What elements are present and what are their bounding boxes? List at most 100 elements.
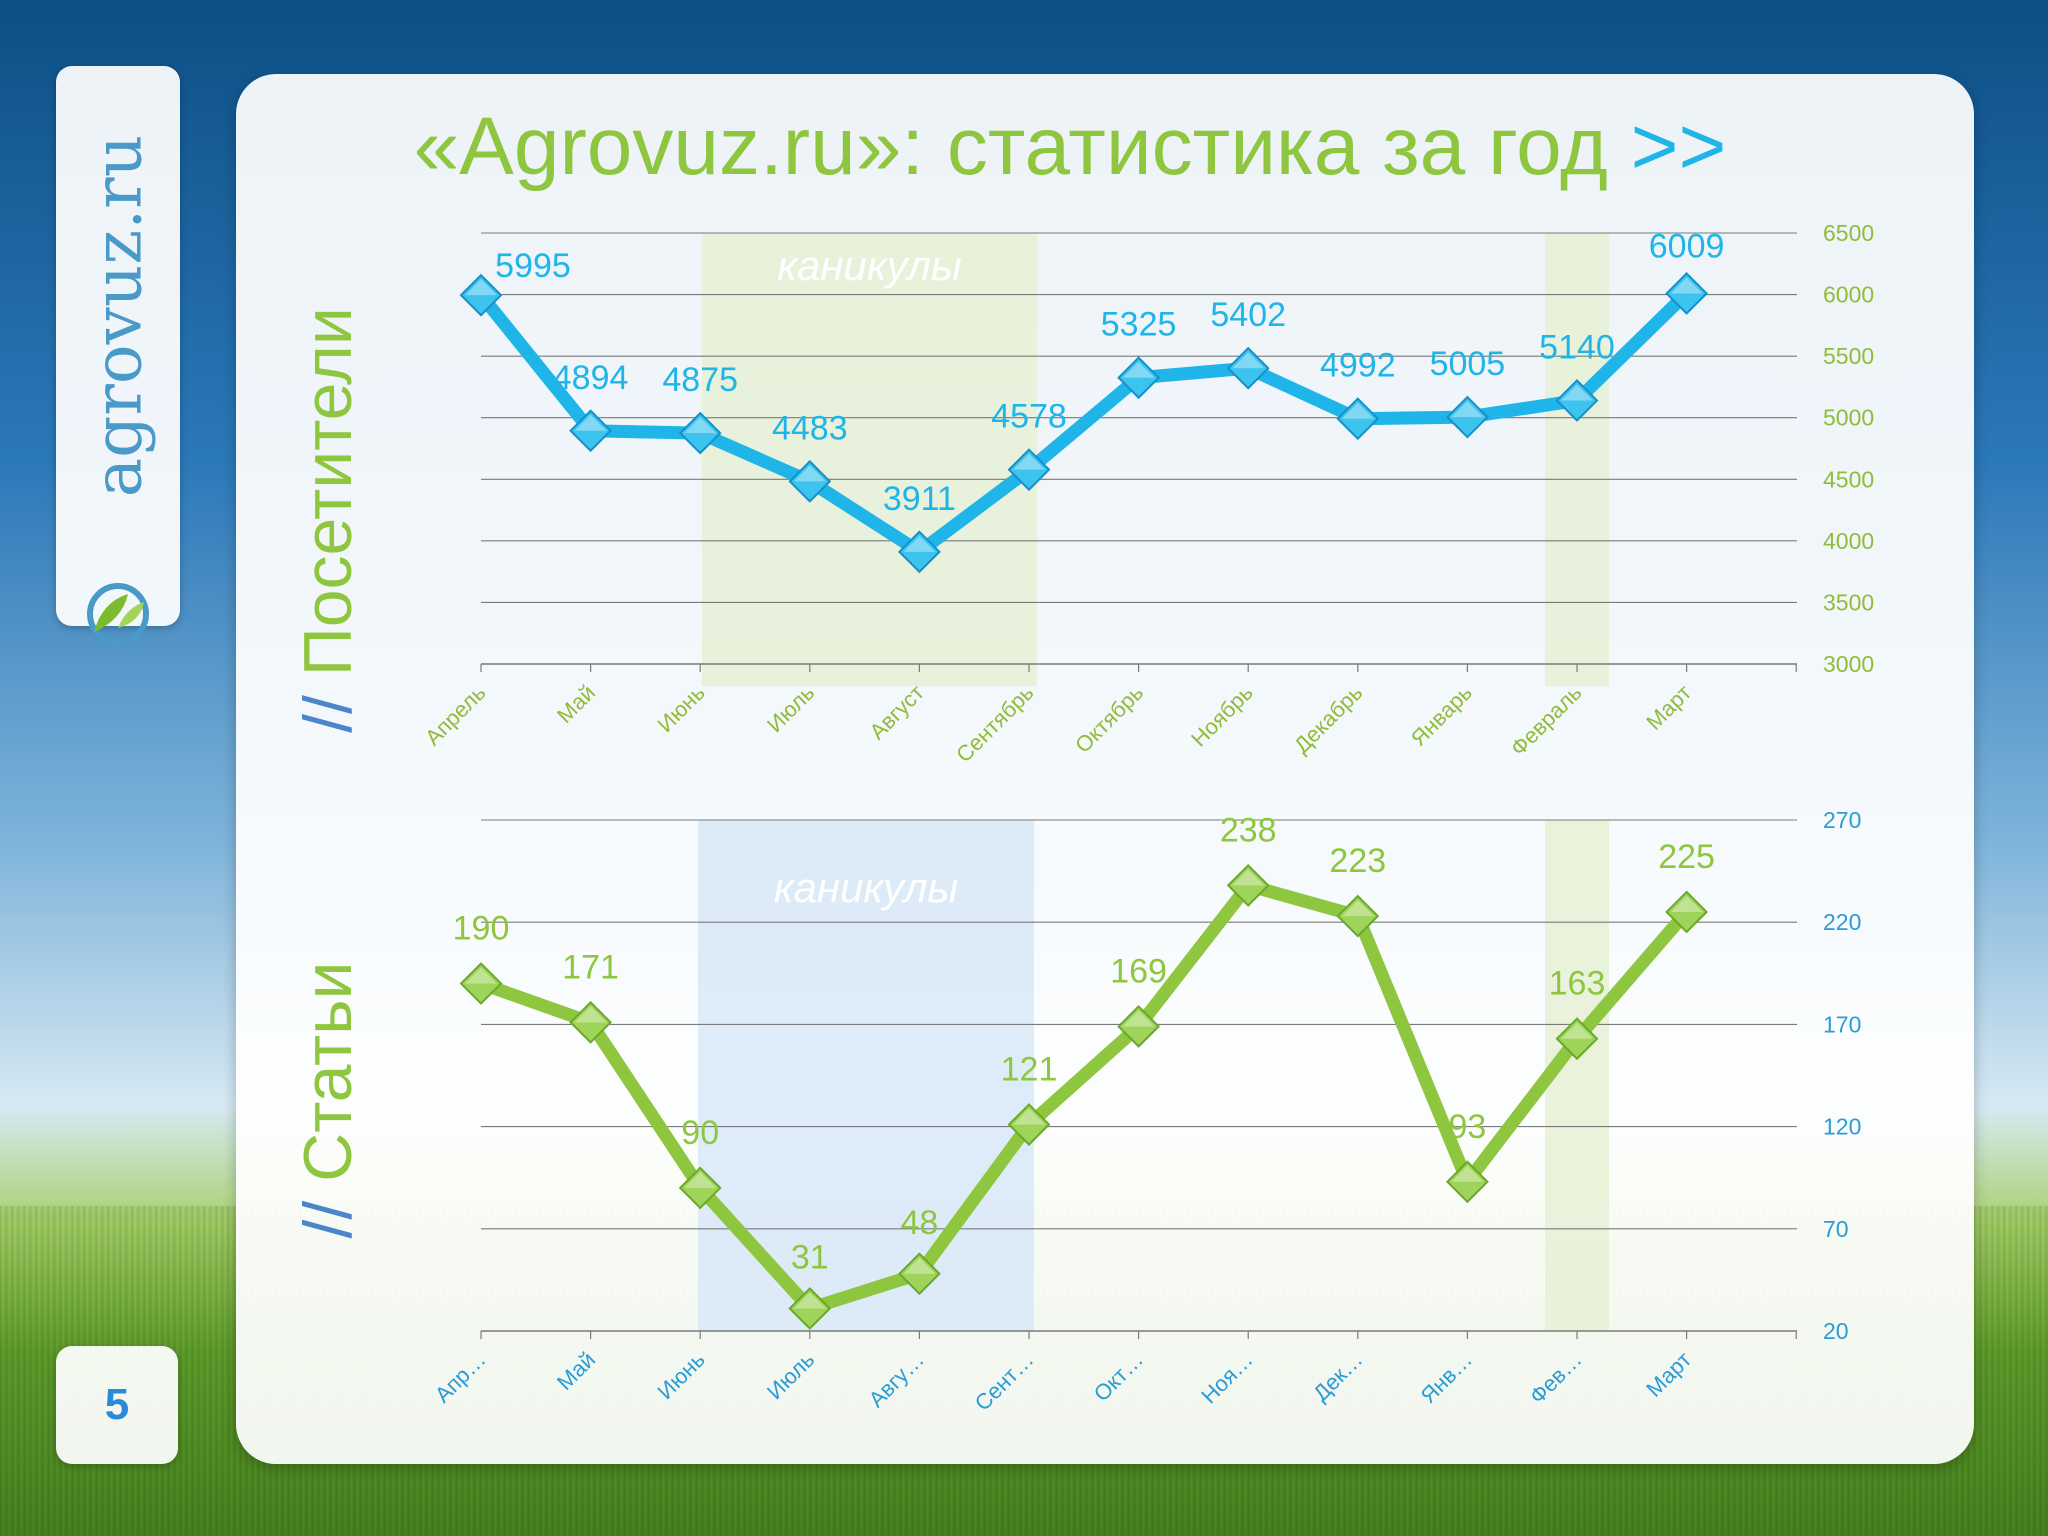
articles-point [1336, 894, 1380, 938]
visitors-data-label: 5325 [1101, 306, 1177, 344]
visitors-point [459, 273, 503, 317]
logo-card[interactable]: agrovuz.ru [56, 66, 180, 645]
articles-data-label: 238 [1220, 811, 1277, 849]
visitors-point-highlight [1122, 361, 1155, 378]
visitors-point-highlight [1232, 352, 1265, 369]
articles-series-line [474, 878, 1694, 1316]
visitors-xtick-label: Январь [1406, 680, 1477, 751]
articles-xtick-label: Янв… [1416, 1347, 1477, 1408]
articles-data-label: 48 [900, 1204, 938, 1242]
articles-data-label: 223 [1329, 842, 1386, 880]
visitors-point [897, 530, 941, 574]
visitors-point-highlight [1341, 402, 1374, 419]
visitors-data-label: 5005 [1430, 345, 1506, 383]
articles-ytick-label: 170 [1823, 1011, 1861, 1037]
visitors-data-label: 4875 [662, 361, 738, 399]
visitors-xtick-label: Сентябрь [951, 680, 1038, 767]
articles-ytick-label: 270 [1823, 807, 1861, 833]
visitors-ytick-label: 6500 [1823, 220, 1874, 246]
visitors-ytick-label: 4000 [1823, 528, 1874, 554]
visitors-data-label: 4483 [772, 409, 848, 447]
articles-point-highlight [1341, 900, 1374, 917]
articles-point [1445, 1160, 1489, 1204]
articles-point-highlight [574, 1006, 607, 1023]
visitors-data-label: 3911 [883, 480, 956, 518]
articles-point-highlight [1451, 1165, 1484, 1182]
visitors-point [569, 409, 613, 453]
visitors-xtick-label: Август [864, 680, 929, 745]
visitors-data-label: 4578 [991, 398, 1067, 436]
articles-holiday-label: каникулы [774, 864, 959, 911]
articles-point [569, 1000, 613, 1044]
visitors-point-highlight [903, 535, 936, 552]
visitors-ytick-label: 3500 [1823, 589, 1874, 615]
articles-point [678, 1166, 722, 1210]
visitors-series-line [474, 286, 1694, 559]
title-arrows[interactable]: >> [1630, 101, 1727, 192]
articles-point [459, 962, 503, 1005]
visitors-xtick-label: Февраль [1506, 680, 1587, 761]
visitors-point [1007, 448, 1051, 492]
visitors-xtick-label: Декабрь [1289, 680, 1367, 758]
visitors-holiday-label: каникулы [777, 242, 962, 289]
articles-point-highlight [465, 967, 497, 984]
articles-data-label: 31 [791, 1239, 829, 1277]
articles-point-highlight [903, 1257, 936, 1274]
visitors-data-label: 4992 [1320, 347, 1396, 385]
articles-xtick-label: Март [1641, 1347, 1696, 1402]
visitors-point-highlight [1561, 384, 1593, 401]
visitors-point [788, 459, 832, 503]
articles-point-highlight [1232, 869, 1265, 886]
articles-xtick-label: Фев… [1525, 1347, 1587, 1409]
visitors-data-label: 5402 [1210, 296, 1286, 334]
visitors-ytick-label: 3000 [1823, 651, 1874, 677]
articles-ytick-label: 20 [1823, 1318, 1849, 1344]
articles-xtick-label: Ноя… [1196, 1347, 1258, 1409]
visitors-point-highlight [574, 414, 607, 431]
visitors-ytick-label: 6000 [1823, 282, 1874, 308]
visitors-point [1226, 346, 1270, 390]
articles-point-highlight [793, 1292, 826, 1309]
articles-point-highlight [1670, 895, 1703, 912]
visitors-point-highlight [1451, 401, 1484, 418]
articles-point [1007, 1103, 1051, 1146]
articles-point [1117, 1005, 1161, 1048]
articles-point-highlight [1013, 1108, 1045, 1125]
visitors-point-highlight [793, 465, 826, 482]
articles-xtick-label: Сент… [970, 1347, 1039, 1416]
articles-data-label: 169 [1110, 952, 1167, 990]
visitors-data-label: 4894 [553, 359, 629, 397]
page-title: «Agrovuz.ru»: статистика за год >> [400, 100, 1740, 194]
visitors-ytick-label: 5000 [1823, 405, 1874, 431]
articles-point [788, 1287, 832, 1330]
visitors-point [1336, 397, 1380, 441]
visitors-point-highlight [684, 417, 717, 434]
articles-point [1665, 890, 1709, 934]
visitors-xtick-label: Июнь [653, 680, 710, 737]
visitors-xtick-label: Март [1641, 680, 1696, 735]
articles-xtick-label: Окт… [1089, 1347, 1148, 1406]
visitors-ytick-label: 4500 [1823, 466, 1874, 492]
articles-xtick-label: Июль [762, 1347, 819, 1404]
visitors-ytick-label: 5500 [1823, 343, 1874, 369]
visitors-xtick-label: Июль [762, 680, 819, 737]
visitors-data-label: 5140 [1539, 328, 1615, 366]
articles-data-label: 190 [453, 910, 510, 948]
visitors-point-highlight [465, 279, 497, 296]
visitors-point [678, 411, 722, 455]
visitors-xtick-label: Ноябрь [1186, 680, 1258, 752]
articles-xtick-label: Авгу… [864, 1347, 929, 1412]
articles-chart: каникулы 20 70 120 170 220 270 Апр… Май Июнь Июль А… [430, 807, 1862, 1416]
articles-point [1555, 1017, 1599, 1061]
visitors-xtick-label: Октябрь [1070, 680, 1148, 758]
visitors-point [1555, 379, 1599, 422]
articles-point [1226, 863, 1270, 907]
leaf-logo-icon [87, 583, 149, 645]
articles-xtick-label: Июнь [653, 1347, 710, 1404]
visitors-point-highlight [1013, 453, 1045, 470]
articles-data-label: 121 [1001, 1051, 1058, 1089]
visitors-data-label: 6009 [1649, 227, 1725, 265]
articles-xtick-label: Дек… [1308, 1347, 1367, 1406]
articles-ytick-label: 70 [1823, 1216, 1849, 1242]
visitors-point [1117, 356, 1161, 400]
